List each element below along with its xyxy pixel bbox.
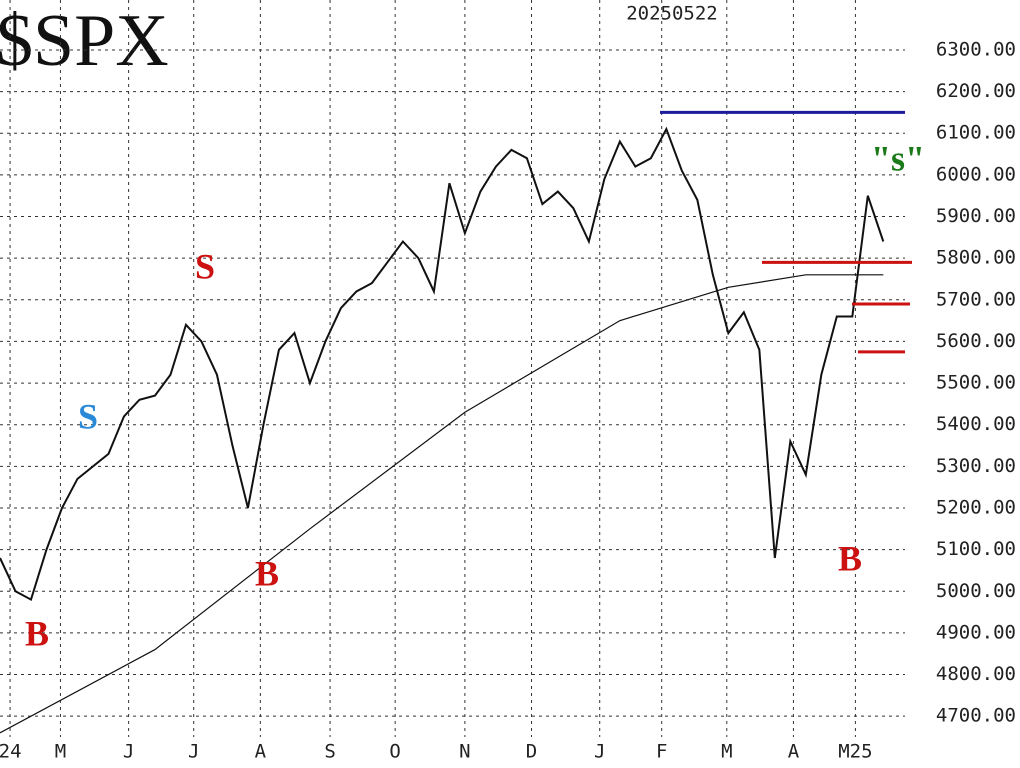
y-tick-label: 6300.00 [936, 38, 1016, 60]
chart-title: $SPX [0, 0, 169, 82]
x-tick-label: S [324, 741, 335, 763]
annotation: B [255, 553, 279, 593]
y-tick-label: 5100.00 [936, 538, 1016, 560]
x-tick-label: A [788, 741, 800, 763]
y-tick-label: 5300.00 [936, 455, 1016, 477]
annotation: S [78, 396, 98, 436]
y-tick-label: 5000.00 [936, 580, 1016, 602]
x-tick-label: M [721, 741, 732, 763]
y-tick-label: 5700.00 [936, 288, 1016, 310]
annotation: "s" [871, 138, 925, 178]
chart-subtitle: 20250522 [626, 3, 718, 25]
y-tick-label: 5400.00 [936, 413, 1016, 435]
x-tick-label: J [188, 741, 199, 763]
x-tick-label: M25 [838, 741, 872, 763]
y-tick-label: 5200.00 [936, 496, 1016, 518]
y-tick-label: 6200.00 [936, 80, 1016, 102]
y-tick-label: 6100.00 [936, 122, 1016, 144]
annotation: S [195, 246, 215, 286]
y-tick-label: 5600.00 [936, 330, 1016, 352]
annotation: B [25, 613, 49, 653]
x-tick-label: A [255, 741, 267, 763]
x-tick-label: O [389, 741, 400, 763]
x-tick-label: M [55, 741, 66, 763]
annotation: B [838, 538, 862, 578]
x-tick-label: J [594, 741, 605, 763]
y-tick-label: 4800.00 [936, 663, 1016, 685]
y-tick-label: 4900.00 [936, 621, 1016, 643]
y-tick-label: 5800.00 [936, 247, 1016, 269]
price-line [0, 274, 884, 734]
x-tick-label: 24 [0, 741, 22, 763]
y-tick-label: 6000.00 [936, 163, 1016, 185]
price-line [0, 126, 885, 602]
x-tick-label: N [459, 741, 470, 763]
y-tick-label: 4700.00 [936, 705, 1016, 727]
x-tick-label: D [526, 741, 537, 763]
y-tick-label: 5500.00 [936, 372, 1016, 394]
x-tick-label: F [656, 741, 667, 763]
y-tick-label: 5900.00 [936, 205, 1016, 227]
x-tick-label: J [123, 741, 134, 763]
